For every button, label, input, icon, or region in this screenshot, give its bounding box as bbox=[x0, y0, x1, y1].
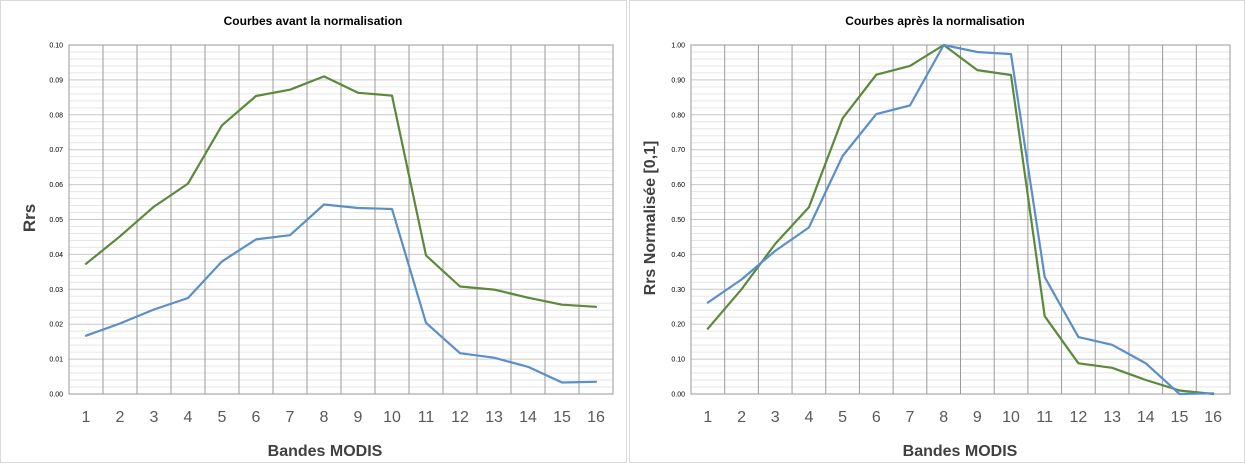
chart-after-normalisation: Courbes après la normalisation Rrs Norma… bbox=[642, 14, 1231, 460]
x-tick-label: 5 bbox=[838, 409, 847, 426]
x-tick-label: 16 bbox=[1204, 409, 1222, 426]
y-tick-label: 0.00 bbox=[49, 392, 63, 399]
chart-title: Courbes après la normalisation bbox=[845, 14, 1024, 28]
chart-panel-after: Courbes après la normalisation Rrs Norma… bbox=[629, 0, 1245, 463]
y-tick-label: 1.00 bbox=[671, 43, 685, 50]
x-tick-label: 16 bbox=[587, 409, 605, 426]
y-tick-label: 0.30 bbox=[671, 287, 685, 294]
x-tick-label: 1 bbox=[82, 409, 91, 426]
x-tick-label: 14 bbox=[1137, 409, 1155, 426]
series-line-1 bbox=[706, 43, 1215, 396]
x-tick-label: 2 bbox=[116, 409, 125, 426]
y-tick-label: 0.03 bbox=[49, 287, 63, 294]
x-tick-label: 10 bbox=[383, 409, 401, 426]
x-tick-label: 11 bbox=[1036, 409, 1053, 426]
plot-border bbox=[68, 44, 614, 395]
y-tick-label: 0.02 bbox=[49, 322, 63, 329]
y-tick-label: 0.05 bbox=[49, 217, 63, 224]
x-tick-label: 15 bbox=[553, 409, 571, 426]
x-tick-label: 13 bbox=[485, 409, 503, 426]
y-tick-label: 0.40 bbox=[671, 252, 685, 259]
y-tick-label: 0.60 bbox=[671, 182, 685, 189]
x-tick-label: 6 bbox=[872, 409, 881, 426]
x-tick-label: 7 bbox=[906, 409, 915, 426]
y-axis-label: Rrs Normalisée [0,1] bbox=[642, 141, 659, 296]
y-tick-label: 0.20 bbox=[671, 322, 685, 329]
y-tick-label: 0.08 bbox=[49, 112, 63, 119]
x-tick-label: 10 bbox=[1002, 409, 1020, 426]
x-tick-label: 8 bbox=[320, 409, 329, 426]
y-axis-label: Rrs bbox=[20, 204, 39, 232]
x-tick-label: 3 bbox=[771, 409, 780, 426]
x-axis-label: Bandes MODIS bbox=[268, 443, 383, 460]
y-tick-label: 0.09 bbox=[49, 77, 63, 84]
y-tick-label: 0.80 bbox=[671, 112, 685, 119]
series-line-2 bbox=[84, 203, 598, 384]
plot-area: 0.00 0.01 0.02 0.03 0.04 0.05 0.06 0.07 0.08 0.09… bbox=[49, 43, 614, 426]
plot-border bbox=[690, 44, 1231, 395]
y-tick-label: 0.70 bbox=[671, 147, 685, 154]
series-line-2 bbox=[706, 43, 1215, 396]
x-tick-label: 5 bbox=[218, 409, 227, 426]
chart-title: Courbes avant la normalisation bbox=[224, 14, 403, 28]
y-tick-label: 0.01 bbox=[49, 357, 63, 364]
y-tick-label: 0.07 bbox=[49, 147, 63, 154]
plot-area: 0.00 0.10 0.20 0.30 0.40 0.50 0.60 0.70 0.80 0.90… bbox=[671, 43, 1231, 426]
y-tick-label: 0.10 bbox=[671, 357, 685, 364]
chart-panel-before: Courbes avant la normalisation Rrs Bande… bbox=[0, 0, 627, 463]
y-tick-label: 0.90 bbox=[671, 77, 685, 84]
y-tick-label: 0.04 bbox=[49, 252, 63, 259]
chart-before-normalisation: Courbes avant la normalisation Rrs Bande… bbox=[20, 14, 614, 460]
x-tick-label: 9 bbox=[973, 409, 982, 426]
x-tick-label: 6 bbox=[252, 409, 261, 426]
x-tick-label: 3 bbox=[150, 409, 159, 426]
series-line-1 bbox=[84, 75, 598, 308]
y-tick-label: 0.06 bbox=[49, 182, 63, 189]
x-axis-label: Bandes MODIS bbox=[903, 443, 1018, 460]
x-tick-label: 2 bbox=[737, 409, 746, 426]
y-tick-label: 0.00 bbox=[671, 392, 685, 399]
x-tick-label: 12 bbox=[451, 409, 469, 426]
x-tick-label: 13 bbox=[1103, 409, 1121, 426]
x-tick-label: 15 bbox=[1171, 409, 1189, 426]
y-tick-label: 0.10 bbox=[49, 43, 63, 50]
x-tick-label: 12 bbox=[1070, 409, 1088, 426]
x-tick-label: 1 bbox=[703, 409, 712, 426]
y-tick-label: 0.50 bbox=[671, 217, 685, 224]
x-tick-label: 8 bbox=[939, 409, 948, 426]
x-tick-label: 7 bbox=[286, 409, 295, 426]
x-tick-label: 4 bbox=[184, 409, 193, 426]
x-tick-label: 4 bbox=[804, 409, 813, 426]
x-tick-label: 9 bbox=[354, 409, 363, 426]
x-tick-label: 14 bbox=[519, 409, 537, 426]
x-tick-label: 11 bbox=[418, 409, 435, 426]
